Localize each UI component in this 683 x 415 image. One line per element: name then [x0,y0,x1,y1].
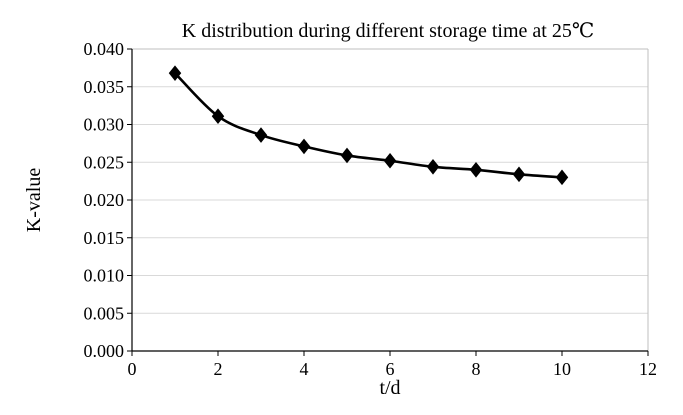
y-tick-label: 0.035 [84,77,125,97]
data-point-marker [297,138,311,155]
chart-title: K distribution during different storage … [182,20,594,42]
x-tick-label: 8 [472,359,481,379]
y-axis-ticks: 0.000 0.005 0.010 0.015 0.020 0.025 0.030 0.035… [84,39,132,361]
x-tick-label: 12 [639,359,657,379]
data-point-marker [469,161,483,178]
data-point-marker [254,127,268,143]
y-tick-label: 0.005 [84,303,125,323]
data-point-marker [340,147,354,164]
y-axis-title: K-value [23,168,45,233]
data-point-marker [555,169,569,186]
x-axis-ticks: 0 2 4 6 8 10 12 [128,351,657,379]
data-point-marker [383,152,397,169]
y-tick-label: 0.000 [84,341,125,361]
data-point-marker [168,65,182,81]
data-point-marker [211,108,225,124]
series-line [174,72,563,179]
data-point-marker [512,166,526,183]
y-tick-label: 0.025 [84,152,125,172]
data-series [168,65,569,186]
x-axis-title: t/d [379,377,400,399]
gridlines [132,48,648,314]
x-tick-label: 0 [128,359,137,379]
y-tick-label: 0.010 [84,266,125,286]
y-tick-label: 0.015 [84,228,125,248]
x-tick-label: 10 [553,359,571,379]
y-tick-label: 0.040 [84,39,125,59]
data-point-marker [426,158,440,175]
x-tick-label: 2 [214,359,223,379]
x-tick-label: 4 [300,359,309,379]
x-tick-label: 6 [386,359,395,379]
y-tick-label: 0.020 [84,190,125,210]
y-tick-label: 0.030 [84,115,125,135]
